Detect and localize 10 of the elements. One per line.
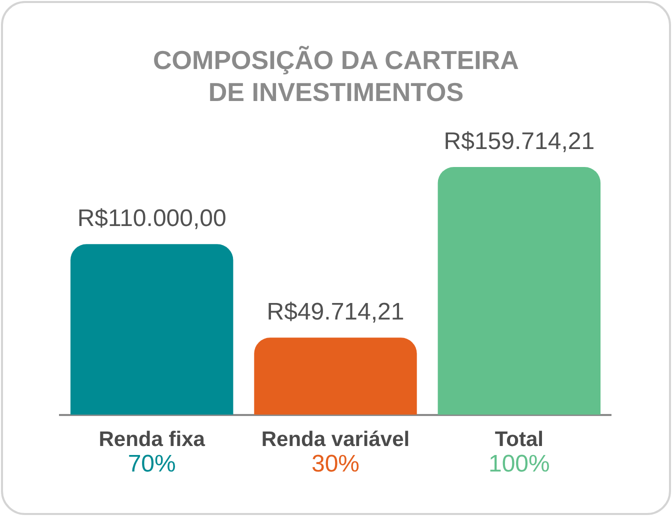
x-tick-label: Total xyxy=(494,428,544,452)
text: 30% xyxy=(311,450,360,478)
x-tick-label: Renda fixa xyxy=(98,428,206,452)
text: 70% xyxy=(128,450,176,478)
x-tick-label: Renda variável xyxy=(261,428,410,452)
data-label: R$159.714,21 xyxy=(444,128,595,155)
data-label: R$110.000,00 xyxy=(77,205,226,232)
chart-title: COMPOSIÇÃO DA CARTEIRA DE INVESTIMENTOS xyxy=(152,44,520,108)
data-label: R$49.714,21 xyxy=(266,298,404,326)
text: 100% xyxy=(488,450,550,478)
